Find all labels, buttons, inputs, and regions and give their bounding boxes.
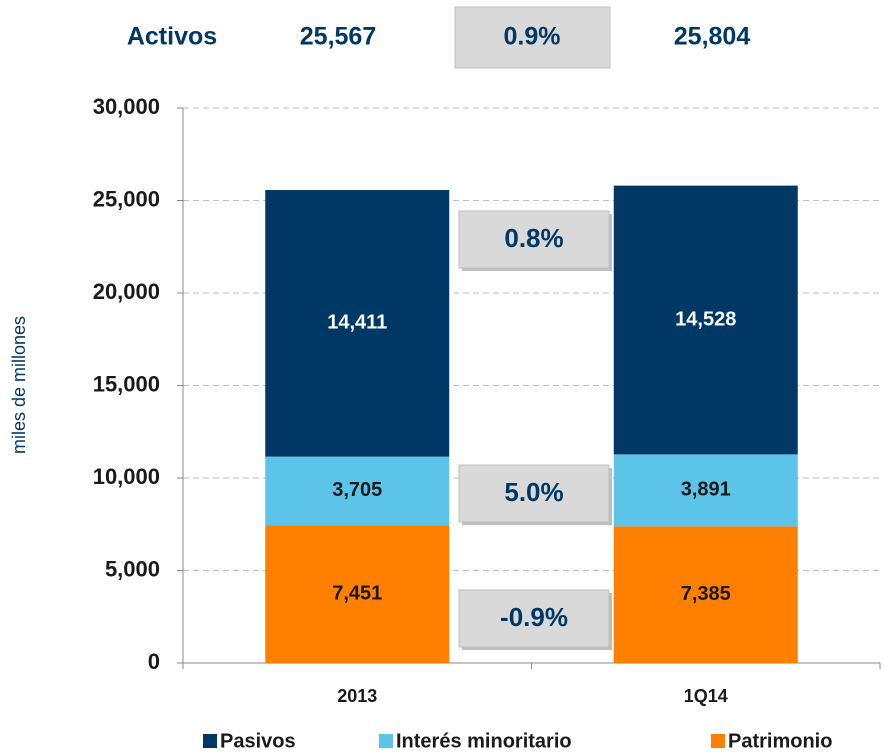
y-tick-label: 30,000 (93, 94, 160, 119)
y-tick-label: 10,000 (93, 464, 160, 489)
y-tick-label: 15,000 (93, 371, 160, 396)
change-label: 0.8% (504, 223, 563, 253)
legend-label: Interés minoritario (396, 730, 572, 752)
header-change-box (454, 6, 611, 69)
legend-swatch (379, 734, 393, 748)
header-value: 25,804 (674, 23, 751, 51)
y-tick-label: 25,000 (93, 186, 160, 211)
change-label: -0.9% (500, 602, 568, 632)
bar-segment (265, 525, 450, 663)
legend-swatch (711, 734, 725, 748)
bar-segment (613, 526, 798, 663)
legend-label: Pasivos (220, 730, 296, 752)
bar-segment (613, 454, 798, 527)
data-label: 7,451 (332, 582, 382, 604)
data-label: 7,385 (681, 583, 731, 605)
change-box (458, 589, 610, 648)
x-tick-label: 2013 (337, 686, 377, 706)
change-box (458, 210, 610, 269)
legend-label: Patrimonio (728, 730, 832, 752)
data-label: 14,528 (675, 308, 736, 330)
change-box (458, 464, 610, 523)
bar-segment (265, 456, 450, 526)
header-value: 25,567 (300, 23, 376, 51)
y-tick-label: 0 (148, 649, 160, 674)
data-label: 14,411 (327, 312, 387, 334)
change-label: 5.0% (504, 477, 563, 507)
legend-swatch (203, 734, 217, 748)
y-tick-label: 5,000 (105, 556, 160, 581)
bar-segment (265, 190, 450, 457)
header-change: 0.9% (504, 23, 561, 51)
data-label: 3,891 (681, 479, 731, 501)
data-label: 3,705 (332, 479, 382, 501)
bar-segment (613, 185, 798, 455)
y-axis-label: miles de millones (9, 316, 29, 454)
x-tick-label: 1Q14 (684, 686, 728, 706)
y-tick-label: 20,000 (93, 279, 160, 304)
header-label: Activos (127, 23, 217, 51)
